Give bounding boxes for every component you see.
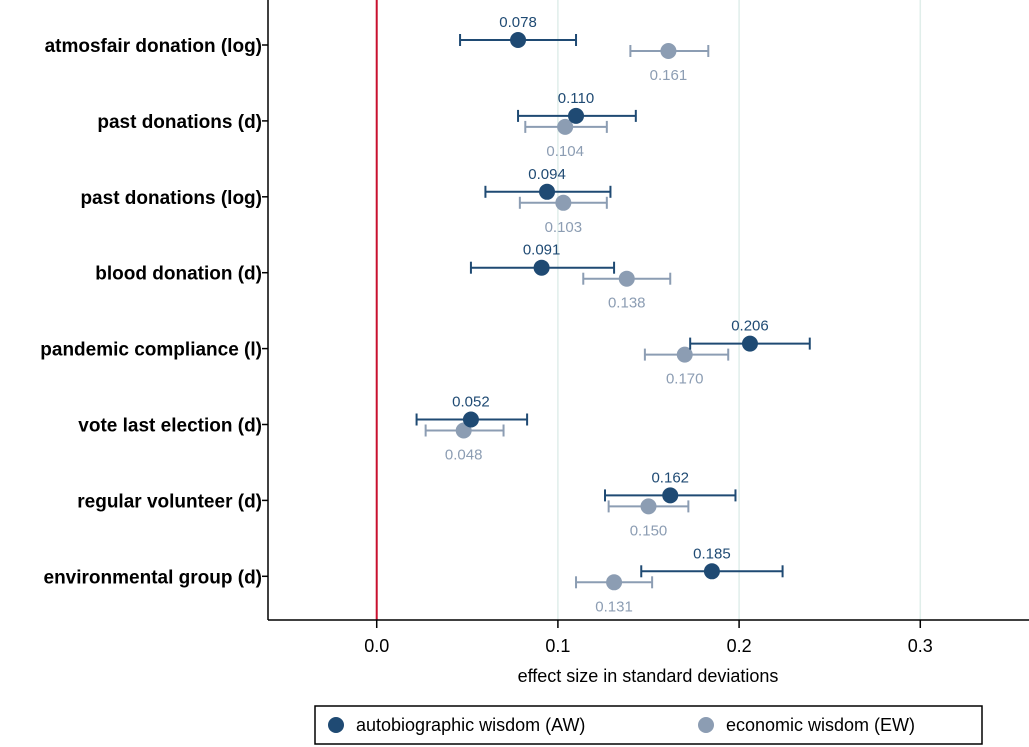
ew-point	[557, 118, 574, 135]
ew-point-group: 0.048	[424, 422, 505, 464]
ew-data-label: 0.138	[608, 295, 646, 312]
x-axis-title: effect size in standard deviations	[518, 666, 779, 686]
x-ticks: 0.0 0.1 0.2 0.3	[364, 620, 933, 656]
y-category-label: vote last election (d)	[78, 416, 262, 437]
y-category-labels: atmosfair donation (log) past donations (…	[40, 36, 268, 588]
aw-point-group: 0.078	[459, 14, 578, 48]
ew-point	[618, 270, 635, 287]
aw-point	[539, 183, 556, 200]
legend: autobiographic wisdom (AW) economic wisd…	[314, 705, 983, 745]
y-category-label: past donations (d)	[97, 112, 262, 133]
x-tick-label: 0.2	[727, 636, 752, 656]
aw-point	[462, 411, 479, 428]
y-category-label: atmosfair donation (log)	[45, 36, 262, 57]
ew-point	[640, 498, 657, 515]
legend-ew-label: economic wisdom (EW)	[726, 715, 915, 735]
y-category-label: environmental group (d)	[44, 567, 263, 588]
ew-data-label: 0.103	[545, 219, 583, 236]
aw-data-label: 0.078	[499, 14, 537, 31]
gridlines	[557, 0, 922, 620]
ew-point-group: 0.131	[575, 574, 654, 615]
aw-point	[533, 259, 550, 276]
aw-data-label: 0.052	[452, 394, 490, 411]
aw-data-label: 0.094	[528, 166, 566, 183]
y-category-label: regular volunteer (d)	[77, 491, 262, 512]
x-tick-label: 0.3	[908, 636, 933, 656]
ew-point-group: 0.150	[607, 498, 690, 539]
legend-box	[314, 705, 983, 745]
aw-point	[568, 107, 585, 124]
x-tick-label: 0.0	[364, 636, 389, 656]
aw-data-label: 0.091	[523, 242, 561, 259]
ew-data-label: 0.048	[445, 447, 483, 464]
x-tick-label: 0.1	[545, 636, 570, 656]
y-category-label: pandemic compliance (l)	[40, 340, 262, 361]
ew-data-label: 0.161	[650, 67, 688, 84]
aw-point-group: 0.110	[517, 90, 637, 124]
legend-ew-marker	[698, 717, 714, 733]
ew-point	[660, 43, 677, 59]
ew-data-label: 0.170	[666, 371, 704, 388]
legend-aw-label: autobiographic wisdom (AW)	[356, 715, 585, 735]
aw-point-group: 0.185	[640, 545, 784, 580]
aw-data-label: 0.162	[651, 469, 689, 486]
data-marks: 0.161 0.104 0.103 0.138 0.170 0.048 0.150 0.131…	[415, 14, 811, 615]
aw-data-label: 0.110	[558, 90, 594, 107]
ew-point-group: 0.161	[629, 43, 710, 84]
aw-point	[703, 563, 720, 580]
ew-point-group: 0.103	[518, 194, 608, 236]
aw-point-group: 0.052	[415, 394, 529, 428]
y-category-label: past donations (log)	[80, 188, 262, 209]
aw-point-group: 0.094	[484, 166, 612, 200]
aw-data-label: 0.185	[693, 545, 731, 562]
ew-data-label: 0.104	[546, 143, 584, 160]
y-category-label: blood donation (d)	[95, 264, 262, 285]
aw-data-label: 0.206	[731, 318, 769, 335]
aw-point	[741, 335, 758, 352]
ew-point	[606, 574, 623, 591]
ew-data-label: 0.150	[630, 522, 668, 539]
aw-point	[662, 487, 679, 504]
ew-point	[676, 346, 693, 363]
ew-data-label: 0.131	[595, 598, 633, 615]
legend-aw-marker	[328, 717, 344, 733]
ew-point-group: 0.138	[582, 270, 672, 312]
ew-point	[555, 194, 572, 211]
ew-point-group: 0.170	[643, 346, 730, 388]
aw-point-group: 0.206	[689, 318, 811, 352]
aw-point-group: 0.162	[604, 469, 737, 504]
aw-point-group: 0.091	[469, 242, 616, 276]
ew-point-group: 0.104	[524, 118, 608, 160]
aw-point	[510, 32, 527, 48]
